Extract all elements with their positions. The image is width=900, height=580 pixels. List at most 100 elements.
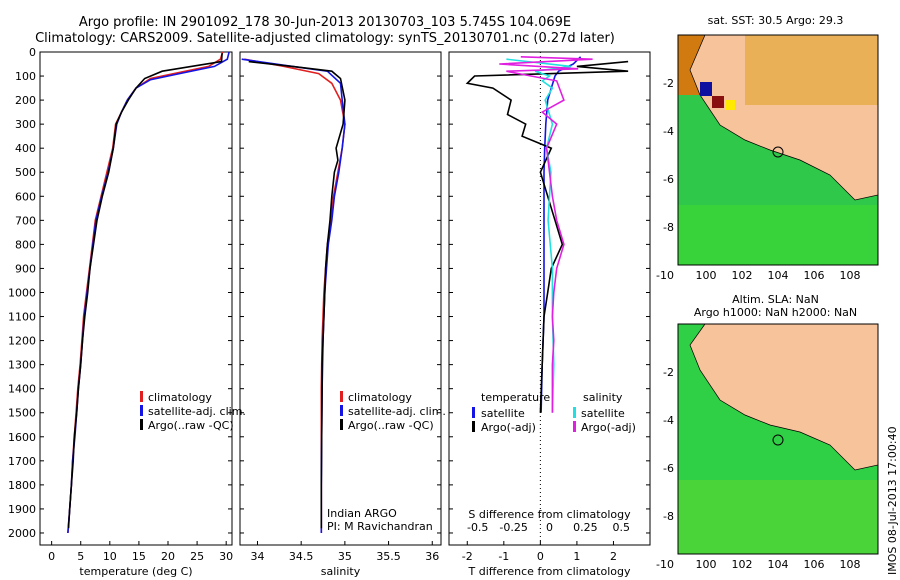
- depth-tick-label: 1100: [8, 311, 36, 324]
- plot-title-line1: Argo profile: IN 2901092_178 30-Jun-2013…: [78, 15, 572, 30]
- salinity-note2: PI: M Ravichandran: [327, 520, 433, 533]
- depth-tick-label: 400: [15, 142, 36, 155]
- temperature-legend-swatch: [140, 391, 143, 402]
- depth-tick-label: 700: [15, 214, 36, 227]
- sal-diff-tick-label: 0.5: [613, 521, 631, 534]
- depth-tick-label: 1400: [8, 383, 36, 396]
- sal-legend-swatch: [573, 407, 576, 418]
- depth-tick-label: 1200: [8, 335, 36, 348]
- depth-tick-label: 1500: [8, 407, 36, 420]
- temp-legend-label: Argo(-adj): [481, 421, 536, 434]
- salinity-xtick-label: 34.5: [289, 550, 314, 563]
- temp-legend-swatch: [472, 421, 475, 432]
- temperature-xtick-label: 20: [161, 550, 175, 563]
- temp-legend-swatch: [472, 407, 475, 418]
- map-ytick-label: -6: [663, 173, 674, 186]
- salinity-diff-series-satellite: [506, 58, 572, 413]
- salinity-legend-swatch: [340, 405, 343, 416]
- salinity-legend-label: Argo(..raw -QC): [348, 419, 434, 432]
- map-ytick-label: -4: [663, 125, 674, 138]
- temperature-legend-swatch: [140, 419, 143, 430]
- depth-tick-label: 500: [15, 166, 36, 179]
- sst-map-title: sat. SST: 30.5 Argo: 29.3: [707, 14, 844, 27]
- map-ytick-label: -6: [663, 462, 674, 475]
- sla-map-title-line2: Argo h1000: NaN h2000: NaN: [693, 306, 858, 319]
- difference-xtick-label: -2: [462, 550, 473, 563]
- salinity-legend-label: satellite-adj. clim.: [348, 405, 446, 418]
- depth-tick-label: 1700: [8, 455, 36, 468]
- plot-title-line2: Climatology: CARS2009. Satellite-adjuste…: [35, 31, 615, 46]
- difference-xtick-label: 0: [537, 550, 544, 563]
- map-ytick-label: -8: [663, 221, 674, 234]
- temp-legend-label: satellite: [481, 407, 525, 420]
- salinity-xtick-label: 35.5: [376, 550, 401, 563]
- sal-diff-tick-label: 0.25: [573, 521, 598, 534]
- temperature-series-argo-raw-qc-: [67, 53, 223, 529]
- depth-tick-label: 1300: [8, 359, 36, 372]
- salinity-xlabel: salinity: [321, 565, 361, 578]
- sal-diff-tick-label: -0.25: [499, 521, 527, 534]
- map-ytick-label: -4: [663, 414, 674, 427]
- sal-diff-tick-label: 0: [546, 521, 553, 534]
- map-xtick-label: 104: [768, 558, 789, 571]
- difference-axes-frame: [448, 51, 651, 546]
- sla-map: [677, 323, 879, 555]
- salinity-legend-label: climatology: [348, 391, 412, 404]
- sal-legend-label: satellite: [581, 407, 625, 420]
- temperature-xtick-label: 30: [219, 550, 233, 563]
- depth-tick-label: 2000: [8, 527, 36, 540]
- difference-xlabel: T difference from climatology: [468, 565, 631, 578]
- temperature-axes-frame: [39, 51, 233, 546]
- salinity-xtick-label: 36: [425, 550, 439, 563]
- temperature-legend-label: Argo(..raw -QC): [148, 419, 234, 432]
- salinity-legend-swatch: [340, 419, 343, 430]
- sal-diff-label: S difference from climatology: [468, 508, 631, 521]
- temperature-xtick-label: 25: [190, 550, 204, 563]
- depth-tick-label: 800: [15, 238, 36, 251]
- map-ytick-label: -2: [663, 366, 674, 379]
- sal-legend-swatch: [573, 421, 576, 432]
- sal-diff-tick-label: -0.5: [467, 521, 488, 534]
- sla-map-title-line1: Altim. SLA: NaN: [732, 293, 819, 306]
- map-xtick-label: 108: [840, 269, 861, 282]
- depth-tick-label: 1000: [8, 286, 36, 299]
- difference-series-argo-adj-: [465, 60, 629, 413]
- map-xtick-label: 102: [732, 558, 753, 571]
- temperature-xtick-label: 0: [48, 550, 55, 563]
- temperature-xtick-label: 15: [132, 550, 146, 563]
- difference-xtick-label: -1: [498, 550, 509, 563]
- depth-tick-label: 900: [15, 262, 36, 275]
- depth-tick-label: 1800: [8, 479, 36, 492]
- salinity-diff-series-argo-adj-: [499, 56, 593, 413]
- map-xtick-label: 100: [696, 269, 717, 282]
- salinity-axes-frame: [239, 51, 442, 546]
- depth-tick-label: 1600: [8, 431, 36, 444]
- map-ytick-label: -2: [663, 77, 674, 90]
- salinity-series-satellite-adj-clim-: [241, 58, 346, 533]
- salinity-note1: Indian ARGO: [327, 507, 397, 520]
- temperature-xlabel: temperature (deg C): [79, 565, 192, 578]
- difference-series-satellite: [540, 56, 582, 413]
- temperature-legend-label: climatology: [148, 391, 212, 404]
- salinity-xtick-label: 35: [338, 550, 352, 563]
- map-ytick-label: -10: [656, 269, 674, 282]
- map-xtick-label: 102: [732, 269, 753, 282]
- temperature-series-climatology: [67, 51, 224, 534]
- difference-xtick-label: 1: [573, 550, 580, 563]
- map-xtick-label: 106: [804, 269, 825, 282]
- map-xtick-label: 100: [696, 558, 717, 571]
- depth-tick-label: 600: [15, 190, 36, 203]
- sal-legend-title: salinity: [583, 391, 623, 404]
- temperature-xtick-label: 5: [77, 550, 84, 563]
- depth-tick-label: 100: [15, 70, 36, 83]
- temperature-legend-label: satellite-adj. clim.: [148, 405, 246, 418]
- depth-tick-label: 200: [15, 94, 36, 107]
- difference-xtick-label: 2: [610, 550, 617, 563]
- salinity-xtick-label: 34: [250, 550, 264, 563]
- depth-tick-label: 1900: [8, 503, 36, 516]
- map-xtick-label: 104: [768, 269, 789, 282]
- map-ytick-label: -10: [656, 558, 674, 571]
- temperature-legend-swatch: [140, 405, 143, 416]
- map-xtick-label: 106: [804, 558, 825, 571]
